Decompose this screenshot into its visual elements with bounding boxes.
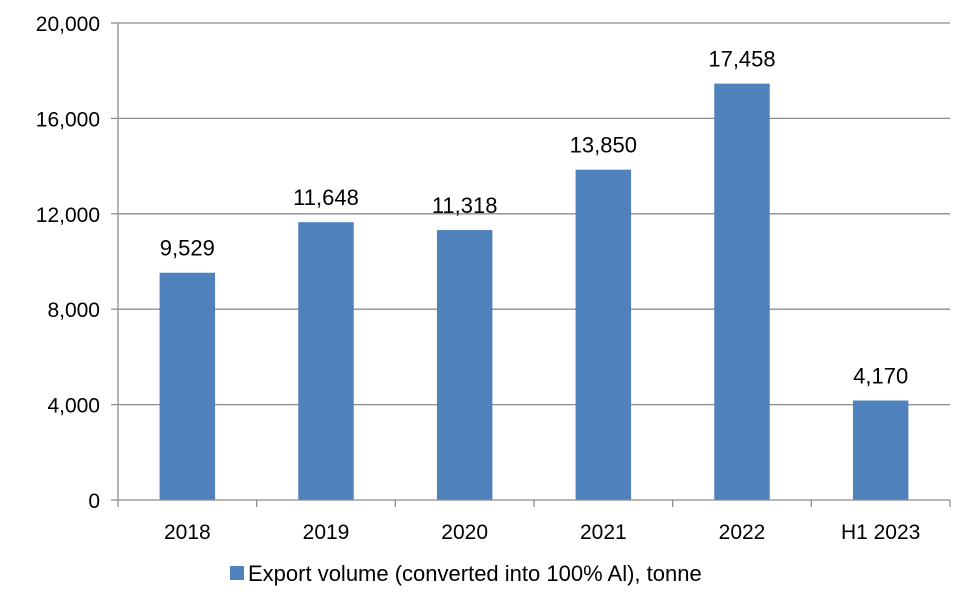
y-tick-label: 20,000 — [36, 13, 100, 36]
bar — [852, 400, 909, 500]
bar — [436, 230, 493, 500]
x-tick-label: H1 2023 — [841, 521, 920, 544]
x-tick-label: 2021 — [580, 521, 627, 544]
x-tick-label: 2020 — [441, 521, 488, 544]
y-tick-label: 4,000 — [47, 395, 100, 418]
gridlines — [118, 22, 950, 406]
axes — [117, 23, 950, 501]
data-labels: 9,529 11,648 11,318 13,850 17,458 4,170 — [160, 47, 908, 389]
data-label: 13,850 — [570, 133, 637, 158]
legend: Export volume (converted into 100% Al), … — [230, 561, 702, 586]
y-tick-label: 12,000 — [36, 204, 100, 227]
data-label: 9,529 — [160, 236, 215, 261]
x-tick-label: 2019 — [303, 521, 350, 544]
y-tick-label: 0 — [88, 490, 100, 513]
data-label: 17,458 — [708, 47, 775, 72]
bar — [298, 222, 354, 501]
bar — [714, 83, 770, 500]
legend-swatch — [230, 566, 244, 580]
data-label: 4,170 — [853, 364, 908, 389]
y-tick-label: 16,000 — [36, 108, 100, 131]
x-axis-ticks: 2018 2019 2020 2021 2022 H1 2023 — [117, 500, 951, 544]
bar — [159, 272, 216, 500]
bar — [575, 169, 632, 501]
legend-label: Export volume (converted into 100% Al), … — [248, 561, 702, 586]
y-tick-label: 8,000 — [47, 299, 100, 322]
x-tick-label: 2018 — [164, 521, 211, 544]
bars — [159, 83, 909, 501]
y-axis-ticks: 0 4,000 8,000 12,000 16,000 20,000 — [36, 13, 118, 513]
x-tick-label: 2022 — [719, 521, 766, 544]
data-label: 11,648 — [293, 185, 359, 210]
data-label: 11,318 — [432, 193, 498, 218]
